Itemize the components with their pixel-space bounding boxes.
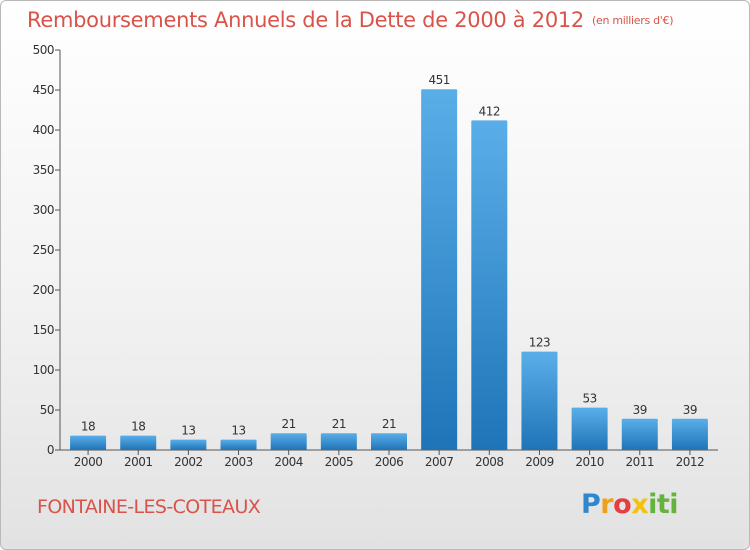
y-tick-label: 50 <box>40 403 54 417</box>
bar <box>371 433 407 450</box>
bar-value-label: 21 <box>332 417 346 431</box>
bar-value-label: 53 <box>582 392 596 406</box>
y-tick-label: 350 <box>33 163 54 177</box>
bar-value-label: 123 <box>529 336 550 350</box>
chart-title: Remboursements Annuels de la Dette de 20… <box>27 8 673 32</box>
bar-value-label: 412 <box>479 104 500 118</box>
bar-value-label: 21 <box>382 417 396 431</box>
bar <box>421 89 458 450</box>
bar-value-label: 18 <box>131 420 145 434</box>
bar-value-label: 13 <box>231 424 245 438</box>
x-tick-label: 2011 <box>625 455 654 469</box>
x-tick-label: 2007 <box>425 455 454 469</box>
y-tick-label: 150 <box>33 323 54 337</box>
x-tick-label: 2009 <box>525 455 554 469</box>
bar-value-label: 18 <box>81 420 95 434</box>
proxiti-logo: Proxiti <box>581 489 679 520</box>
y-tick-label: 500 <box>33 43 54 57</box>
bar-value-label: 21 <box>282 417 296 431</box>
bar <box>170 439 207 450</box>
bar <box>671 418 708 450</box>
bar-value-label: 39 <box>683 403 697 417</box>
bar <box>521 351 558 450</box>
y-tick-label: 450 <box>33 83 54 97</box>
bar-value-label: 39 <box>633 403 647 417</box>
y-tick-label: 250 <box>33 243 54 257</box>
x-tick-label: 2003 <box>224 455 253 469</box>
x-tick-label: 2010 <box>575 455 604 469</box>
y-tick-label: 100 <box>33 363 54 377</box>
commune-name: FONTAINE-LES-COTEAUX <box>37 496 261 518</box>
bar-value-label: 13 <box>181 424 195 438</box>
x-tick-label: 2006 <box>375 455 404 469</box>
bar <box>70 435 107 450</box>
bar <box>471 120 508 451</box>
bar <box>621 418 658 450</box>
chart-title-text: Remboursements Annuels de la Dette de 20… <box>27 8 584 32</box>
bar-value-label: 451 <box>428 73 449 87</box>
y-tick-label: 0 <box>47 443 54 457</box>
bar <box>220 439 257 450</box>
y-tick-label: 300 <box>33 203 54 217</box>
x-tick-label: 2005 <box>325 455 354 469</box>
chart-subtitle: (en milliers d'€) <box>592 14 674 27</box>
x-tick-label: 2000 <box>74 455 103 469</box>
bar <box>320 433 357 450</box>
x-tick-label: 2001 <box>124 455 153 469</box>
bar <box>120 435 157 450</box>
x-tick-label: 2004 <box>274 455 303 469</box>
y-tick-label: 400 <box>33 123 54 137</box>
x-tick-label: 2002 <box>174 455 203 469</box>
bar <box>571 407 608 450</box>
x-tick-label: 2008 <box>475 455 504 469</box>
bar <box>270 433 307 450</box>
y-tick-label: 200 <box>33 283 54 297</box>
x-tick-label: 2012 <box>676 455 705 469</box>
